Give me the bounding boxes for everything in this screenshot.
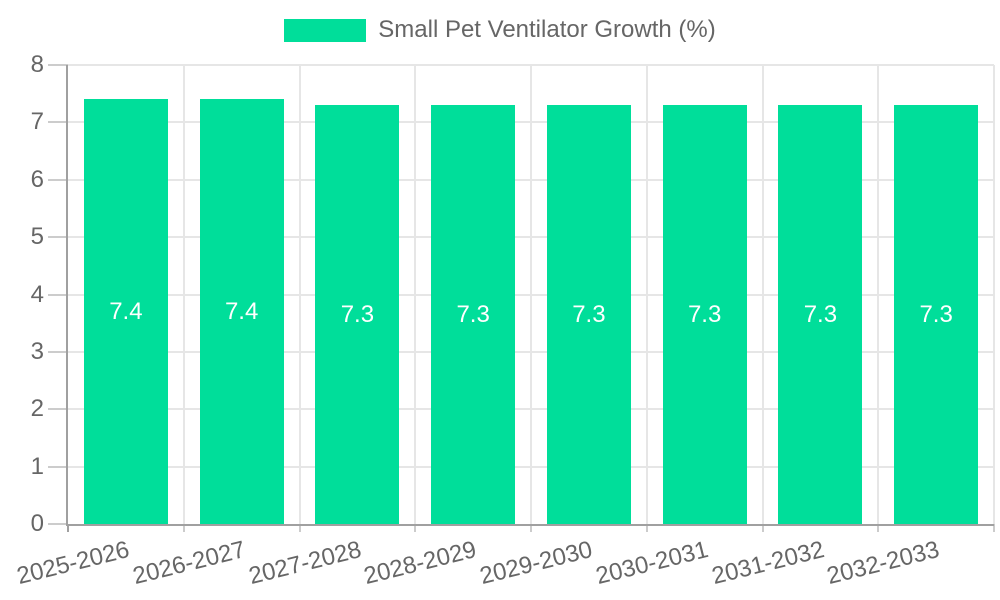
x-tick-label: 2028-2029 xyxy=(361,536,480,590)
bar[interactable] xyxy=(778,105,863,524)
y-tick xyxy=(48,350,68,353)
y-tick-label: 2 xyxy=(30,395,44,423)
x-tick-label: 2029-2030 xyxy=(477,536,596,590)
bar-value-label: 7.3 xyxy=(919,300,953,328)
legend-swatch xyxy=(284,18,367,42)
x-gridline xyxy=(877,65,880,524)
x-gridline xyxy=(993,65,995,524)
y-tick-label: 6 xyxy=(30,165,44,193)
x-tick-label: 2032-2033 xyxy=(824,536,943,590)
y-tick xyxy=(48,465,68,468)
y-tick xyxy=(48,293,68,296)
x-tick xyxy=(645,524,648,532)
x-gridline xyxy=(298,65,301,524)
x-tick xyxy=(993,524,995,532)
y-tick-label: 3 xyxy=(30,337,44,365)
bar[interactable] xyxy=(315,105,400,524)
x-tick-label: 2026-2027 xyxy=(130,536,248,590)
x-tick-label: 2030-2031 xyxy=(593,536,711,590)
x-tick-label: 2031-2032 xyxy=(708,536,827,590)
legend-item[interactable]: Small Pet Ventilator Growth (%) xyxy=(0,16,1000,44)
y-tick-label: 1 xyxy=(30,452,44,480)
bar-value-label: 7.3 xyxy=(803,300,838,328)
y-tick xyxy=(48,408,68,411)
bar[interactable] xyxy=(894,105,979,524)
x-tick xyxy=(530,524,532,532)
bar-value-label: 7.3 xyxy=(572,300,606,328)
bar[interactable] xyxy=(546,105,631,524)
bar-value-label: 7.4 xyxy=(109,297,143,325)
y-tick-label: 4 xyxy=(30,280,44,308)
x-tick-label: 2025-2026 xyxy=(14,536,133,590)
x-tick xyxy=(182,524,185,532)
y-axis-line xyxy=(66,65,68,524)
y-tick xyxy=(48,178,68,181)
x-gridline xyxy=(182,65,185,524)
x-axis-line xyxy=(66,524,994,526)
x-gridline xyxy=(645,65,648,524)
x-gridline xyxy=(530,65,532,524)
y-tick xyxy=(48,64,68,66)
x-tick xyxy=(298,524,301,532)
x-tick-label: 2027-2028 xyxy=(245,536,364,590)
y-tick xyxy=(48,523,68,525)
y-tick-label: 0 xyxy=(30,510,44,537)
x-gridline xyxy=(761,65,764,524)
bar[interactable] xyxy=(83,99,168,524)
x-tick xyxy=(67,524,69,532)
y-tick xyxy=(48,236,68,239)
bar-value-label: 7.3 xyxy=(456,300,490,328)
x-gridline xyxy=(414,65,417,524)
legend-label: Small Pet Ventilator Growth (%) xyxy=(378,16,716,43)
bar[interactable] xyxy=(662,105,747,524)
bar-value-label: 7.4 xyxy=(224,297,259,325)
bar-value-label: 7.3 xyxy=(687,300,722,328)
y-tick-label: 8 xyxy=(30,51,44,78)
x-tick xyxy=(761,524,764,532)
x-tick xyxy=(877,524,880,532)
x-tick xyxy=(414,524,417,532)
bar-value-label: 7.3 xyxy=(340,300,375,328)
bar[interactable] xyxy=(199,99,284,524)
bar[interactable] xyxy=(431,105,516,524)
y-tick-label: 5 xyxy=(30,223,44,251)
y-tick-label: 7 xyxy=(30,108,44,136)
y-tick xyxy=(48,121,68,124)
